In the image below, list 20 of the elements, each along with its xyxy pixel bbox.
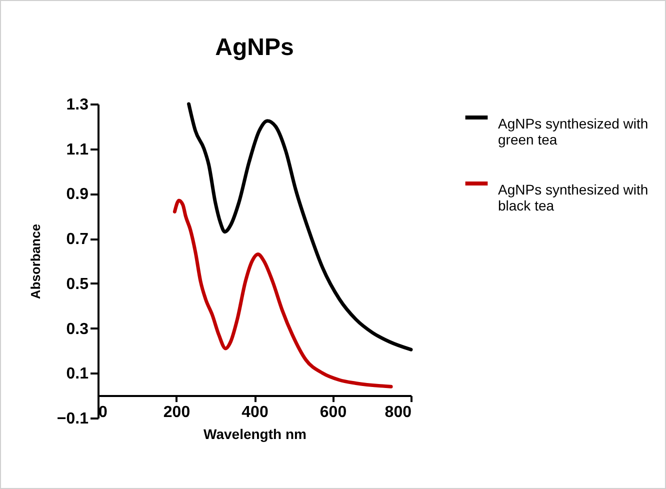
y-axis-title: Absorbance (28, 224, 43, 300)
y-tick-label: −0.1 (56, 410, 89, 428)
y-tick-label: 1.3 (66, 96, 89, 114)
y-tick-label: 0.9 (66, 186, 89, 204)
line-series (187, 102, 413, 352)
legend-label: AgNPs synthesized with black tea (498, 182, 648, 214)
x-tick-label: 800 (384, 404, 412, 422)
x-tick-label: 200 (163, 404, 190, 422)
y-tick-label: 0.5 (66, 276, 89, 293)
x-tick-label: 0 (98, 404, 108, 422)
x-tick-label: 400 (242, 404, 268, 422)
legend-label: AgNPs synthesized with green tea (498, 116, 648, 148)
x-tick-label: 600 (320, 404, 347, 422)
line-series (172, 198, 393, 388)
y-tick-label: 0.1 (66, 366, 89, 383)
y-tick-label: 1.1 (66, 141, 89, 158)
chart-title: AgNPs (215, 34, 294, 61)
y-tick-label: 0.7 (66, 231, 89, 248)
y-tick-label: 0.3 (66, 320, 89, 338)
x-axis-title: Wavelength nm (204, 426, 306, 442)
